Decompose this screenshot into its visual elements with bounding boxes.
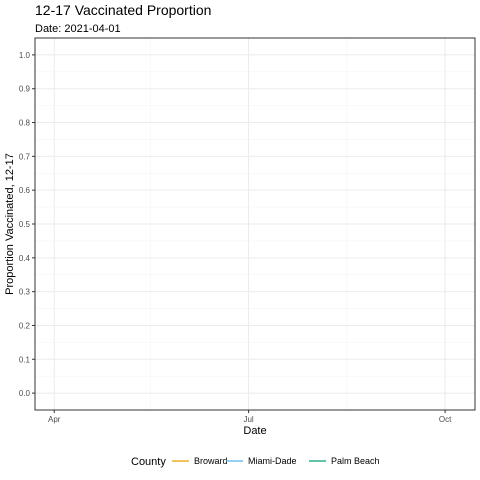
y-tick-label: 0.0 (19, 389, 31, 398)
legend-title: County (131, 456, 166, 468)
y-tick-label: 0.8 (19, 119, 31, 128)
legend-label: Broward (194, 456, 228, 466)
chart-title: 12-17 Vaccinated Proportion (35, 2, 211, 18)
y-axis: 0.0 0.1 0.2 0.3 0.4 0.5 0.6 0.7 0.8 0.9 1.0 (19, 51, 35, 398)
legend: County Broward Miami-Dade Palm Beach (131, 456, 380, 468)
legend-label: Miami-Dade (248, 456, 297, 466)
y-tick-label: 0.2 (19, 321, 31, 330)
x-tick-label: Apr (48, 415, 61, 424)
legend-label: Palm Beach (331, 456, 380, 466)
y-tick-label: 0.4 (19, 254, 31, 263)
y-tick-label: 0.9 (19, 85, 31, 94)
x-tick-label: Jul (243, 415, 253, 424)
x-axis: Apr Jul Oct (48, 410, 452, 424)
chart-subtitle: Date: 2021-04-01 (35, 23, 121, 35)
y-tick-label: 0.1 (19, 355, 31, 364)
x-axis-title: Date (243, 425, 266, 437)
y-tick-label: 0.5 (19, 220, 31, 229)
y-tick-label: 0.7 (19, 152, 31, 161)
grid (35, 38, 475, 410)
y-tick-label: 1.0 (19, 51, 31, 60)
x-tick-label: Oct (439, 415, 452, 424)
y-axis-title: Proportion Vaccinated, 12-17 (4, 153, 16, 295)
y-tick-label: 0.6 (19, 186, 31, 195)
y-tick-label: 0.3 (19, 288, 31, 297)
